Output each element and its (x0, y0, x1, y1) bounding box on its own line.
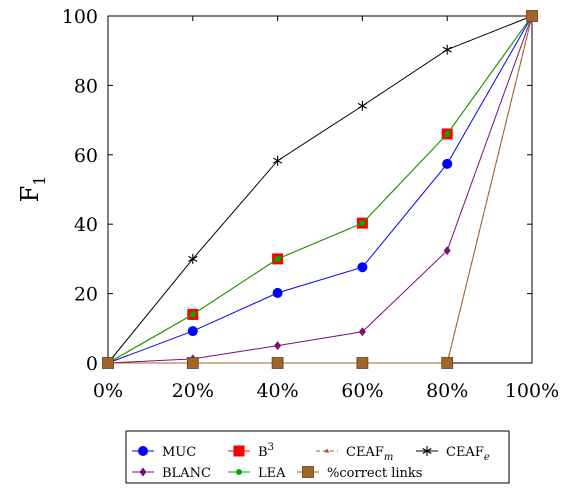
data-point (356, 357, 369, 369)
data-point (444, 130, 451, 137)
data-point (441, 357, 454, 369)
data-point (442, 158, 453, 169)
series-6 (102, 10, 538, 369)
legend-label-sup: 3 (268, 442, 274, 453)
legend-marker (233, 445, 245, 457)
legend-label-sub: e (484, 452, 490, 463)
x-tick-label: 20% (172, 380, 214, 402)
y-tick-label: 60 (74, 145, 98, 167)
y-tick-label: 80 (74, 75, 98, 97)
legend-label: MUC (162, 445, 196, 460)
data-point (357, 262, 368, 273)
data-point (442, 44, 452, 55)
series-4 (104, 11, 536, 368)
y-axis-label-main: F (16, 186, 44, 203)
series-group (102, 10, 538, 369)
y-axis-label: F1 (16, 176, 49, 203)
legend-item: LEA (228, 466, 286, 481)
data-point (526, 10, 538, 22)
data-point (357, 100, 368, 111)
plot-frame (107, 15, 533, 364)
y-tick-label: 40 (74, 214, 98, 236)
legend-item: %correct links (297, 466, 422, 481)
legend-marker (138, 446, 148, 456)
data-point (272, 287, 283, 298)
legend-label: B3 (258, 442, 274, 460)
legend-label: LEA (258, 466, 286, 481)
x-tick-label: 100% (505, 380, 559, 402)
series-3 (103, 11, 537, 368)
legend-label-main: MUC (162, 445, 196, 460)
legend-marker (324, 448, 330, 453)
data-point (186, 357, 199, 369)
x-tick-label: 80% (426, 380, 468, 402)
data-point (358, 327, 366, 337)
series-line (107, 15, 533, 364)
legend-label: BLANC (162, 466, 211, 481)
legend-item: B3 (228, 442, 274, 460)
legend-marker (422, 446, 432, 456)
legend-label: CEAFm (346, 445, 393, 463)
legend-item: BLANC (132, 466, 211, 481)
series-1 (102, 10, 538, 369)
legend-label-main: CEAF (346, 445, 384, 460)
legend-label-main: B (258, 445, 268, 460)
series-line (107, 15, 533, 364)
legend-marker (236, 469, 242, 475)
x-tick-label: 0% (93, 380, 123, 402)
legend-label-main: CEAF (446, 445, 484, 460)
legend-marker (302, 466, 314, 478)
series-line (107, 15, 533, 364)
data-point (274, 255, 281, 262)
series-line (107, 15, 533, 364)
data-point (272, 155, 283, 166)
data-point (359, 220, 366, 227)
data-point (271, 357, 284, 369)
legend-box (125, 430, 510, 484)
data-point (188, 253, 198, 264)
data-point (102, 357, 114, 369)
legend-item: MUC (132, 445, 196, 460)
x-tick-label: 40% (256, 380, 298, 402)
data-point (187, 326, 198, 337)
plot-frame-group (107, 15, 533, 364)
legend-marker (139, 467, 147, 477)
legend-label: CEAFe (446, 445, 490, 463)
series-line (108, 15, 533, 364)
legend-label-main: LEA (258, 466, 286, 481)
data-point (189, 311, 196, 318)
series-line (107, 15, 533, 364)
legend-label-sub: m (384, 452, 393, 463)
y-tick-label: 100 (62, 6, 98, 28)
series-2 (105, 13, 535, 365)
data-point (274, 341, 282, 351)
y-axis-label-sub: 1 (30, 176, 49, 186)
series-line (108, 15, 533, 364)
legend-label: %correct links (327, 466, 422, 481)
series-5 (105, 13, 535, 366)
y-tick-label: 0 (86, 353, 98, 375)
legend-label-main: BLANC (162, 466, 211, 481)
data-point (443, 246, 451, 256)
tick-group: 0 20 40 60 80 100 0% 20% 40% 60% 80% 100% (62, 6, 559, 402)
series-0 (103, 11, 537, 368)
x-tick-label: 60% (341, 380, 383, 402)
legend-item: CEAFm (316, 445, 393, 463)
y-tick-label: 20 (74, 284, 98, 306)
legend-label-main: %correct links (327, 466, 422, 481)
legend-item: CEAFe (416, 445, 490, 463)
